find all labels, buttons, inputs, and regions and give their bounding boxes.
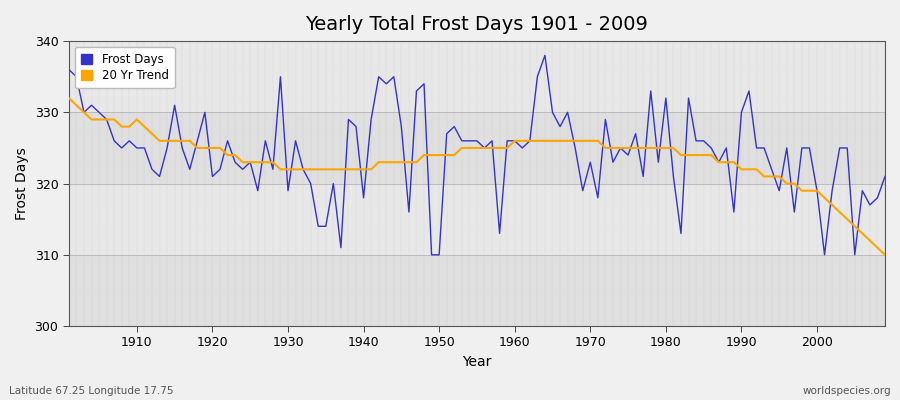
Frost Days [517, 146, 527, 150]
Title: Yearly Total Frost Days 1901 - 2009: Yearly Total Frost Days 1901 - 2009 [305, 15, 648, 34]
20 Yr Trend [509, 138, 520, 143]
20 Yr Trend [290, 167, 301, 172]
20 Yr Trend [879, 252, 890, 257]
Frost Days [124, 138, 135, 143]
Frost Days [427, 252, 437, 257]
Line: 20 Yr Trend: 20 Yr Trend [68, 98, 885, 255]
Frost Days [336, 245, 346, 250]
Frost Days [509, 138, 520, 143]
Legend: Frost Days, 20 Yr Trend: Frost Days, 20 Yr Trend [75, 47, 175, 88]
Frost Days [879, 174, 890, 179]
20 Yr Trend [336, 167, 346, 172]
Text: worldspecies.org: worldspecies.org [803, 386, 891, 396]
Frost Days [615, 146, 626, 150]
20 Yr Trend [63, 96, 74, 100]
Bar [68, 255, 885, 326]
Line: Frost Days: Frost Days [68, 55, 885, 255]
Frost Days [290, 138, 301, 143]
20 Yr Trend [600, 146, 611, 150]
Text: Latitude 67.25 Longitude 17.75: Latitude 67.25 Longitude 17.75 [9, 386, 174, 396]
Y-axis label: Frost Days: Frost Days [15, 147, 29, 220]
Bar [68, 112, 885, 184]
20 Yr Trend [502, 146, 513, 150]
Frost Days [539, 53, 550, 58]
X-axis label: Year: Year [463, 355, 491, 369]
20 Yr Trend [124, 124, 135, 129]
Frost Days [63, 67, 74, 72]
